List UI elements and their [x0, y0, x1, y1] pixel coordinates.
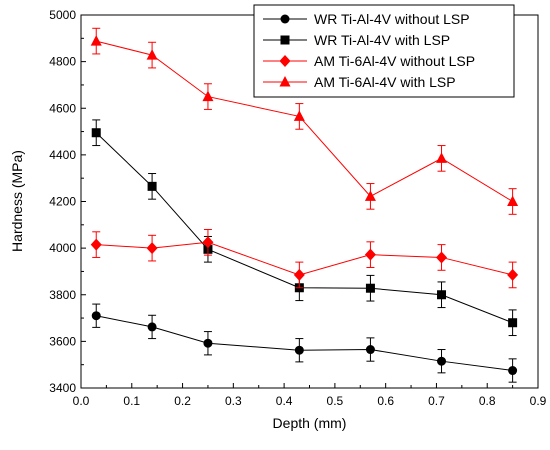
data-point: [437, 290, 447, 300]
y-tick-label: 5000: [49, 8, 76, 22]
data-point: [146, 242, 158, 255]
x-tick-label: 0.1: [123, 394, 140, 408]
data-point: [146, 49, 158, 60]
data-point: [202, 90, 214, 102]
legend-entry: AM Ti-6Al-4V with LSP: [263, 74, 456, 90]
series-circle: [91, 303, 518, 383]
y-tick-label: 4800: [49, 55, 76, 69]
y-tick-label: 3800: [49, 288, 76, 302]
data-point: [507, 268, 519, 281]
legend-label: WR Ti-Al-4V without LSP: [314, 11, 470, 27]
y-tick-label: 4000: [49, 241, 76, 255]
data-point: [365, 345, 375, 355]
data-point: [202, 236, 214, 249]
legend: WR Ti-Al-4V without LSP WR Ti-Al-4V with …: [253, 4, 515, 98]
legend-entry: WR Ti-Al-4V with LSP: [263, 32, 450, 48]
y-tick-label: 4600: [49, 101, 76, 115]
x-tick-label: 0.6: [377, 394, 394, 408]
x-tick-label: 0.0: [73, 394, 90, 408]
y-tick-label: 3400: [49, 381, 76, 395]
data-point: [436, 251, 448, 264]
data-point: [507, 195, 519, 206]
data-point: [508, 318, 518, 328]
legend-entry: WR Ti-Al-4V without LSP: [263, 11, 470, 27]
data-point: [364, 248, 376, 261]
y-tick-label: 4400: [49, 148, 76, 162]
data-point: [294, 345, 304, 355]
legend-label: AM Ti-6Al-4V with LSP: [314, 74, 456, 90]
legend-marker: [279, 55, 291, 67]
series-triangle: [90, 27, 519, 215]
axis-ticks: 0.0 0.1 0.2 0.3 0.4 0.5 0.6 0.7 0.8 0.9 3400 3600 38…: [49, 8, 546, 408]
x-tick-label: 0.7: [428, 394, 445, 408]
data-point: [90, 238, 102, 251]
legend-entry: AM Ti-6Al-4V without LSP: [263, 53, 475, 69]
legend-label: AM Ti-6Al-4V without LSP: [314, 53, 475, 69]
data-point: [293, 110, 305, 121]
data-point: [91, 128, 101, 138]
x-tick-label: 0.8: [479, 394, 496, 408]
x-tick-label: 0.4: [276, 394, 293, 408]
series-square: [91, 119, 518, 337]
x-axis-label: Depth (mm): [273, 415, 347, 431]
data-point: [147, 181, 157, 191]
legend-label: WR Ti-Al-4V with LSP: [314, 32, 450, 48]
data-point: [293, 268, 305, 281]
series-line: [95, 132, 513, 324]
data-point: [90, 35, 102, 46]
x-tick-label: 0.9: [530, 394, 547, 408]
legend-marker: [280, 35, 290, 45]
legend-marker: [279, 76, 291, 87]
series-diamond: [90, 228, 519, 289]
data-point: [203, 338, 213, 348]
legend-marker: [280, 14, 290, 24]
x-tick-label: 0.2: [174, 394, 191, 408]
data-point: [365, 283, 375, 293]
data-point: [91, 311, 101, 321]
data-point: [436, 152, 448, 163]
y-tick-label: 3600: [49, 334, 76, 348]
y-axis-label: Hardness (MPa): [9, 150, 25, 252]
plot-marks: [90, 27, 519, 383]
y-tick-label: 4200: [49, 195, 76, 209]
data-point: [364, 190, 376, 201]
x-tick-label: 0.3: [225, 394, 242, 408]
series-line: [96, 241, 513, 276]
data-point: [508, 366, 518, 376]
data-point: [147, 322, 157, 332]
series-line: [96, 315, 513, 372]
x-tick-label: 0.5: [327, 394, 344, 408]
data-point: [437, 356, 447, 366]
